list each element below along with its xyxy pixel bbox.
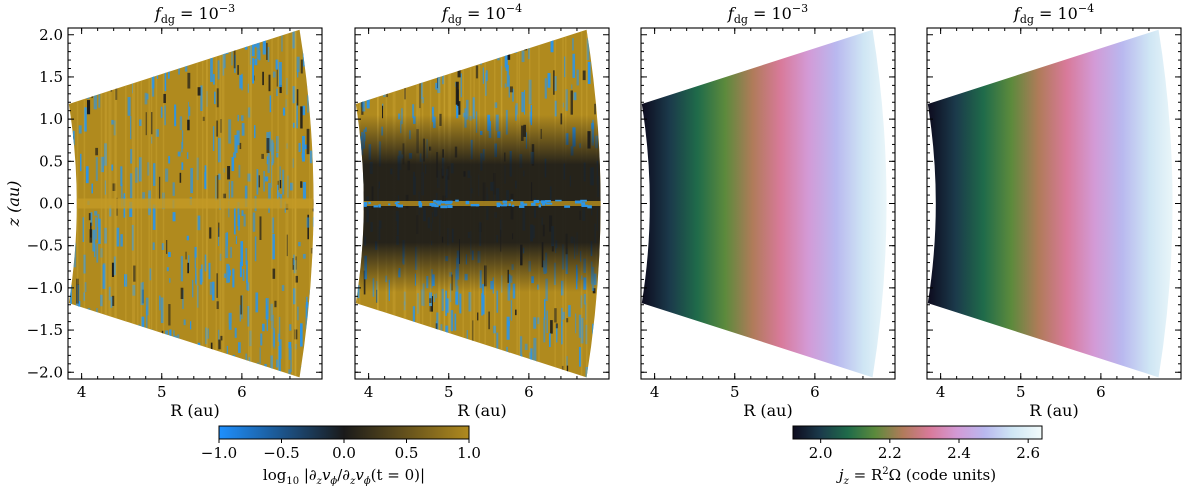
panel-title: fdg = 10−4 <box>441 2 522 26</box>
midplane-layer <box>68 198 314 209</box>
y-tick-label: −0.5 <box>27 237 63 255</box>
y-tick-label: 0.5 <box>39 152 63 170</box>
panel-4: 4 5 6 fdg = 10−4 R (au) <box>926 2 1182 420</box>
colorbar-tick-label: 0.5 <box>395 444 419 462</box>
colorbar-gradient <box>792 425 1043 440</box>
y-axis-label: z (au) <box>4 181 23 228</box>
x-axis-label: R (au) <box>170 401 219 420</box>
colorbar-tick-label: −1.0 <box>201 444 237 462</box>
heatmap-wedge <box>355 29 601 378</box>
colorbar-tick-label: 1.0 <box>457 444 481 462</box>
heatmap-wedge <box>641 29 887 378</box>
panel-title: fdg = 10−4 <box>1013 2 1094 26</box>
heatmap-wedge <box>68 29 314 378</box>
midplane-layer <box>355 201 601 206</box>
x-tick-label: 5 <box>1016 383 1026 401</box>
y-tick-label: 0.0 <box>39 195 63 213</box>
panel-title: fdg = 10−3 <box>727 2 808 26</box>
heatmap-texture <box>68 29 314 378</box>
x-axis-label: R (au) <box>1029 401 1078 420</box>
x-tick-label: 4 <box>77 383 87 401</box>
heatmap-wedge <box>927 29 1173 378</box>
x-tick-label: 4 <box>936 383 946 401</box>
panel-3: 4 5 6 fdg = 10−3 R (au) <box>640 2 896 420</box>
colorbar-tick-label: 2.4 <box>947 444 971 462</box>
x-tick-label: 6 <box>237 383 247 401</box>
y-tick-label: −1.5 <box>27 321 63 339</box>
x-axis-label: R (au) <box>743 401 792 420</box>
colorbar-1: −1.0 −0.5 0.0 0.5 1.0 log10 |∂zvϕ/∂zvϕ(t = 0)… <box>201 425 481 487</box>
panel-2: 4 5 6 fdg = 10−4 R (au) <box>354 2 610 420</box>
colorbar-tick-label: 2.0 <box>809 444 833 462</box>
y-tick-label: 1.5 <box>39 68 63 86</box>
x-axis-label: R (au) <box>457 401 506 420</box>
colorbar-tick-label: 2.2 <box>878 444 902 462</box>
colorbar-2: 2.0 2.2 2.4 2.6 jz = R2Ω (code units) <box>792 425 1043 487</box>
panel-title: fdg = 10−3 <box>154 2 235 26</box>
y-tick-label: −2.0 <box>27 363 63 381</box>
y-tick-label: 2.0 <box>39 26 63 44</box>
panel-1: 4 5 6 −2.0 −1.5 −1.0 −0.5 0.0 0.5 1.0 1.5 2.0 fdg = … <box>4 2 323 420</box>
x-tick-label: 6 <box>1096 383 1106 401</box>
colorbar-label: log10 |∂zvϕ/∂zvϕ(t = 0)| <box>263 466 425 487</box>
x-tick-label: 5 <box>157 383 167 401</box>
colorbar-tick-label: 2.6 <box>1016 444 1040 462</box>
x-tick-label: 4 <box>364 383 374 401</box>
colorbar-tick-label: 0.0 <box>332 444 356 462</box>
colorbar-tick-label: −0.5 <box>263 444 299 462</box>
y-tick-label: 1.0 <box>39 110 63 128</box>
x-tick-label: 4 <box>650 383 660 401</box>
x-tick-label: 5 <box>444 383 454 401</box>
x-tick-label: 6 <box>810 383 820 401</box>
colorbar-gradient <box>218 425 470 440</box>
y-tick-label: −1.0 <box>27 279 63 297</box>
x-tick-label: 5 <box>730 383 740 401</box>
x-tick-label: 6 <box>524 383 534 401</box>
colorbar-label: jz = R2Ω (code units) <box>836 466 996 487</box>
